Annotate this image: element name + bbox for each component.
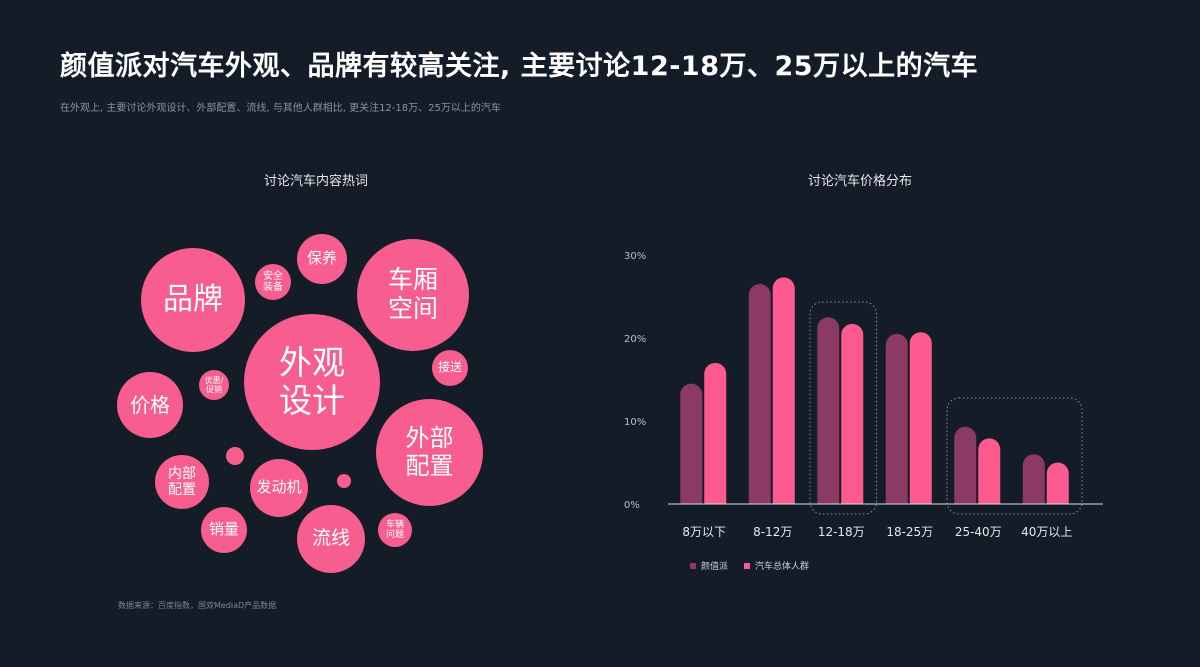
legend-swatch-series-2 (744, 562, 751, 569)
y-tick-label: 0% (624, 500, 640, 511)
bar-series-2 (841, 323, 864, 504)
bubble-maintenance: 保养 (297, 234, 347, 284)
x-tick-label: 8万以下 (682, 525, 726, 539)
bar-series-1 (680, 383, 703, 504)
bar-panel-title: 讨论汽车价格分布 (808, 174, 913, 189)
bubble-cabin-space: 车厢 空间 (357, 239, 469, 351)
bar-series-2 (909, 332, 932, 504)
x-tick-label: 12-18万 (818, 525, 865, 539)
bar-series-1 (954, 426, 977, 504)
bar-series-1 (748, 284, 771, 504)
data-source-note: 数据来源：百度指数，国双MediaD产品数据 (118, 601, 277, 610)
bar-series-1 (817, 317, 840, 504)
bubble-exterior-config: 外部 配置 (376, 399, 483, 506)
x-tick-label: 8-12万 (753, 525, 792, 539)
y-tick-label: 10% (624, 417, 646, 428)
bubble-exterior-design: 外观 设计 (244, 314, 380, 450)
legend-item-series-2: 汽车总体人群 (744, 559, 809, 572)
bubble-interior-config: 内部 配置 (155, 455, 209, 509)
bubble-streamline: 流线 (297, 505, 365, 573)
legend-item-series-1: 颜值派 (690, 559, 728, 572)
bubble-small-dot-1 (226, 447, 244, 465)
legend-label-series-1: 颜值派 (701, 562, 729, 572)
highlight-box (946, 397, 1083, 515)
bubble-engine: 发动机 (250, 459, 308, 517)
bubble-brand: 品牌 (141, 248, 245, 352)
bar-series-1 (1022, 454, 1045, 504)
price-distribution-bar-chart: 0% 10% 20% 30% 8万以下 8-12万 12-18万 18-25万 25-40万 40… (624, 251, 1103, 539)
bubble-promotion: 优惠/促销 (199, 370, 229, 400)
bar-series-1 (885, 333, 908, 504)
legend-swatch-series-1 (690, 562, 696, 569)
bar-series-2 (772, 277, 795, 504)
page-subtitle: 在外观上, 主要讨论外观设计、外部配置、流线, 与其他人群相比, 更关注12-1… (60, 103, 501, 114)
legend-label-series-2: 汽车总体人群 (755, 562, 810, 572)
bubble-pickup: 接送 (432, 350, 468, 386)
page-title: 颜值派对汽车外观、品牌有较高关注, 主要讨论12-18万、25万以上的汽车 (60, 51, 979, 82)
x-tick-label: 18-25万 (886, 525, 933, 539)
bubble-price: 价格 (117, 372, 183, 438)
bubble-panel-title: 讨论汽车内容热词 (264, 174, 369, 189)
x-tick-label: 25-40万 (955, 525, 1002, 539)
bubble-sales: 销量 (201, 507, 247, 553)
bar-series-2 (978, 438, 1001, 504)
x-tick-label: 40万以上 (1021, 525, 1072, 539)
bubble-vehicle-issues: 车辆 问题 (378, 513, 412, 547)
highlight-box (809, 301, 877, 515)
word-bubble-cloud: 外观 设计 品牌 车厢 空间 外部 配置 保养 安全 装备 价格 优惠/促销 接送 内部… (117, 234, 483, 573)
y-tick-label: 20% (624, 334, 646, 345)
y-tick-label: 30% (624, 251, 646, 262)
chart-legend: 颜值派 汽车总体人群 (690, 559, 809, 572)
bubble-small-dot-2 (337, 474, 351, 488)
bar-series-2 (704, 362, 727, 504)
bubble-safety-equipment: 安全 装备 (255, 264, 291, 300)
bar-series-2 (1046, 462, 1069, 504)
